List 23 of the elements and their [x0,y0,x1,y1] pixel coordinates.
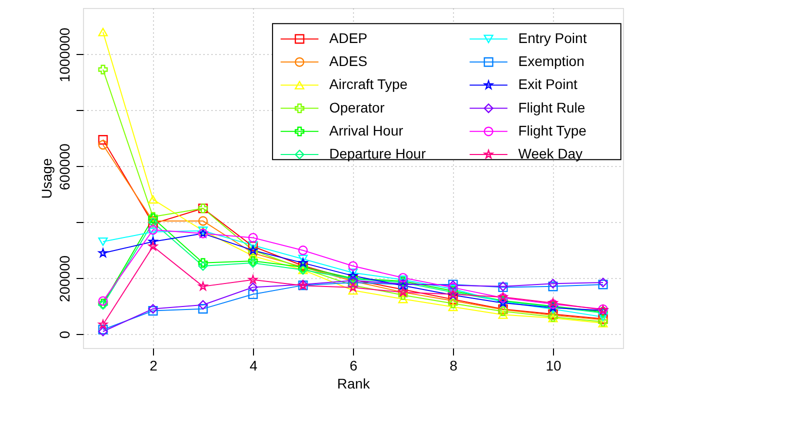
y-tick-label: 200000 [56,255,72,302]
legend-label: ADEP [329,30,368,46]
legend-label: Departure Hour [329,146,426,162]
x-tick-label: 4 [250,358,258,374]
legend-label: Week Day [518,146,583,162]
x-tick-label: 10 [546,358,562,374]
x-tick-label: 2 [150,358,158,374]
y-axis-title: Usage [38,158,54,199]
legend-label: Flight Rule [518,99,586,116]
legend-label: Exit Point [518,76,578,92]
legend-label: Aircraft Type [329,76,408,92]
legend-label: Flight Type [518,122,587,138]
legend-label: ADES [329,53,368,70]
x-axis-title: Rank [337,376,371,392]
legend-label: Exemption [518,53,584,70]
legend-label: Entry Point [518,30,587,46]
legend-label: Operator [329,99,385,116]
x-tick-label: 6 [350,358,358,374]
y-tick-label: 600000 [56,143,72,190]
x-tick-label: 8 [450,358,458,374]
legend-label: Arrival Hour [329,122,404,138]
y-tick-label: 1000000 [56,27,72,82]
y-tick-label: 0 [56,330,72,339]
